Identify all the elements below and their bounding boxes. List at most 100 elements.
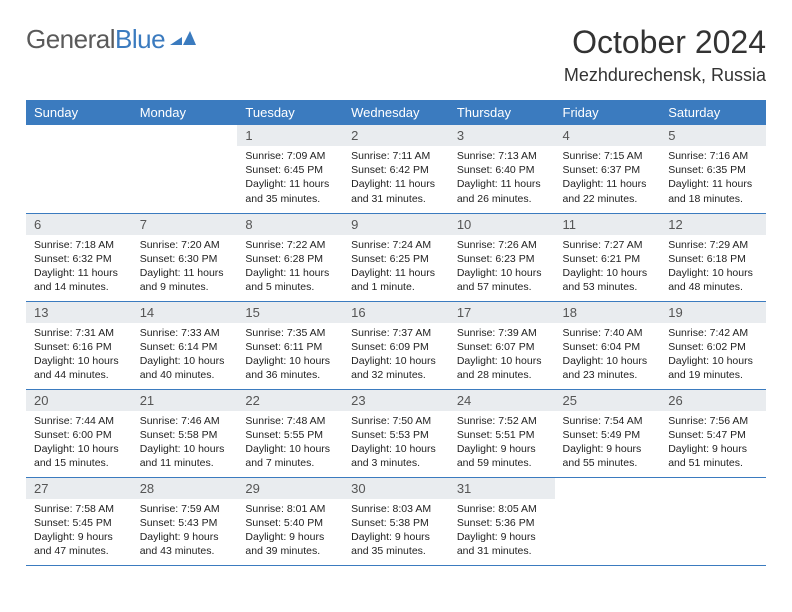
day-details: Sunrise: 7:22 AMSunset: 6:28 PMDaylight:… — [237, 235, 343, 301]
day-details: Sunrise: 7:15 AMSunset: 6:37 PMDaylight:… — [555, 146, 661, 212]
daylight-text: Daylight: 10 hours and 57 minutes. — [457, 266, 547, 294]
day-details: Sunrise: 8:03 AMSunset: 5:38 PMDaylight:… — [343, 499, 449, 565]
sunset-text: Sunset: 5:55 PM — [245, 428, 335, 442]
day-number: 24 — [449, 390, 555, 411]
day-details: Sunrise: 8:05 AMSunset: 5:36 PMDaylight:… — [449, 499, 555, 565]
sunset-text: Sunset: 5:43 PM — [140, 516, 230, 530]
sunset-text: Sunset: 6:02 PM — [668, 340, 758, 354]
sunrise-text: Sunrise: 7:33 AM — [140, 326, 230, 340]
calendar-day-cell: 17Sunrise: 7:39 AMSunset: 6:07 PMDayligh… — [449, 301, 555, 389]
day-number: 20 — [26, 390, 132, 411]
calendar-day-cell: 31Sunrise: 8:05 AMSunset: 5:36 PMDayligh… — [449, 477, 555, 565]
daylight-text: Daylight: 10 hours and 19 minutes. — [668, 354, 758, 382]
calendar-day-cell — [132, 125, 238, 213]
daylight-text: Daylight: 9 hours and 39 minutes. — [245, 530, 335, 558]
sunrise-text: Sunrise: 7:22 AM — [245, 238, 335, 252]
sunrise-text: Sunrise: 7:39 AM — [457, 326, 547, 340]
day-details: Sunrise: 7:35 AMSunset: 6:11 PMDaylight:… — [237, 323, 343, 389]
day-details: Sunrise: 7:44 AMSunset: 6:00 PMDaylight:… — [26, 411, 132, 477]
sunset-text: Sunset: 5:38 PM — [351, 516, 441, 530]
day-details: Sunrise: 7:54 AMSunset: 5:49 PMDaylight:… — [555, 411, 661, 477]
day-details: Sunrise: 7:20 AMSunset: 6:30 PMDaylight:… — [132, 235, 238, 301]
sunset-text: Sunset: 5:40 PM — [245, 516, 335, 530]
header: GeneralBlue October 2024 Mezhdurechensk,… — [26, 24, 766, 86]
sunset-text: Sunset: 6:18 PM — [668, 252, 758, 266]
day-number: 2 — [343, 125, 449, 146]
daylight-text: Daylight: 10 hours and 32 minutes. — [351, 354, 441, 382]
day-number: 27 — [26, 478, 132, 499]
sunset-text: Sunset: 6:21 PM — [563, 252, 653, 266]
brand-mark-icon — [170, 27, 196, 52]
day-number: 31 — [449, 478, 555, 499]
calendar-body: 1Sunrise: 7:09 AMSunset: 6:45 PMDaylight… — [26, 125, 766, 565]
calendar-day-cell: 8Sunrise: 7:22 AMSunset: 6:28 PMDaylight… — [237, 213, 343, 301]
sunrise-text: Sunrise: 7:11 AM — [351, 149, 441, 163]
calendar-day-cell: 11Sunrise: 7:27 AMSunset: 6:21 PMDayligh… — [555, 213, 661, 301]
daylight-text: Daylight: 11 hours and 1 minute. — [351, 266, 441, 294]
day-details: Sunrise: 7:33 AMSunset: 6:14 PMDaylight:… — [132, 323, 238, 389]
weekday-header-row: Sunday Monday Tuesday Wednesday Thursday… — [26, 100, 766, 125]
sunset-text: Sunset: 6:37 PM — [563, 163, 653, 177]
calendar-day-cell: 12Sunrise: 7:29 AMSunset: 6:18 PMDayligh… — [660, 213, 766, 301]
daylight-text: Daylight: 10 hours and 23 minutes. — [563, 354, 653, 382]
day-details: Sunrise: 7:52 AMSunset: 5:51 PMDaylight:… — [449, 411, 555, 477]
sunset-text: Sunset: 6:04 PM — [563, 340, 653, 354]
daylight-text: Daylight: 9 hours and 55 minutes. — [563, 442, 653, 470]
sunset-text: Sunset: 6:32 PM — [34, 252, 124, 266]
daylight-text: Daylight: 11 hours and 26 minutes. — [457, 177, 547, 205]
calendar-day-cell: 1Sunrise: 7:09 AMSunset: 6:45 PMDaylight… — [237, 125, 343, 213]
sunrise-text: Sunrise: 7:27 AM — [563, 238, 653, 252]
sunrise-text: Sunrise: 7:40 AM — [563, 326, 653, 340]
sunrise-text: Sunrise: 8:03 AM — [351, 502, 441, 516]
day-number: 4 — [555, 125, 661, 146]
day-number: 26 — [660, 390, 766, 411]
daylight-text: Daylight: 10 hours and 3 minutes. — [351, 442, 441, 470]
month-title: October 2024 — [564, 24, 766, 61]
daylight-text: Daylight: 9 hours and 43 minutes. — [140, 530, 230, 558]
sunrise-text: Sunrise: 7:24 AM — [351, 238, 441, 252]
calendar-day-cell: 16Sunrise: 7:37 AMSunset: 6:09 PMDayligh… — [343, 301, 449, 389]
day-details: Sunrise: 7:26 AMSunset: 6:23 PMDaylight:… — [449, 235, 555, 301]
day-number: 1 — [237, 125, 343, 146]
sunset-text: Sunset: 5:47 PM — [668, 428, 758, 442]
calendar-week-row: 13Sunrise: 7:31 AMSunset: 6:16 PMDayligh… — [26, 301, 766, 389]
sunset-text: Sunset: 6:42 PM — [351, 163, 441, 177]
day-number: 6 — [26, 214, 132, 235]
day-number: 17 — [449, 302, 555, 323]
sunrise-text: Sunrise: 7:48 AM — [245, 414, 335, 428]
day-details: Sunrise: 7:24 AMSunset: 6:25 PMDaylight:… — [343, 235, 449, 301]
sunrise-text: Sunrise: 7:42 AM — [668, 326, 758, 340]
title-block: October 2024 Mezhdurechensk, Russia — [564, 24, 766, 86]
calendar-day-cell: 2 Sunrise: 7:11 AMSunset: 6:42 PMDaylight… — [343, 125, 449, 213]
weekday-sunday: Sunday — [26, 100, 132, 125]
sunrise-text: Sunrise: 7:09 AM — [245, 149, 335, 163]
daylight-text: Daylight: 9 hours and 35 minutes. — [351, 530, 441, 558]
sunrise-text: Sunrise: 7:15 AM — [563, 149, 653, 163]
calendar-day-cell: 18Sunrise: 7:40 AMSunset: 6:04 PMDayligh… — [555, 301, 661, 389]
calendar-day-cell: 6Sunrise: 7:18 AMSunset: 6:32 PMDaylight… — [26, 213, 132, 301]
sunset-text: Sunset: 6:35 PM — [668, 163, 758, 177]
weekday-saturday: Saturday — [660, 100, 766, 125]
calendar-week-row: 20Sunrise: 7:44 AMSunset: 6:00 PMDayligh… — [26, 389, 766, 477]
sunset-text: Sunset: 6:16 PM — [34, 340, 124, 354]
calendar-day-cell: 19Sunrise: 7:42 AMSunset: 6:02 PMDayligh… — [660, 301, 766, 389]
weekday-wednesday: Wednesday — [343, 100, 449, 125]
daylight-text: Daylight: 11 hours and 31 minutes. — [351, 177, 441, 205]
calendar-day-cell — [26, 125, 132, 213]
daylight-text: Daylight: 10 hours and 40 minutes. — [140, 354, 230, 382]
weekday-thursday: Thursday — [449, 100, 555, 125]
day-details: Sunrise: 7:29 AMSunset: 6:18 PMDaylight:… — [660, 235, 766, 301]
sunset-text: Sunset: 6:23 PM — [457, 252, 547, 266]
sunset-text: Sunset: 6:30 PM — [140, 252, 230, 266]
sunset-text: Sunset: 5:51 PM — [457, 428, 547, 442]
daylight-text: Daylight: 11 hours and 5 minutes. — [245, 266, 335, 294]
sunset-text: Sunset: 5:58 PM — [140, 428, 230, 442]
day-number: 13 — [26, 302, 132, 323]
daylight-text: Daylight: 11 hours and 35 minutes. — [245, 177, 335, 205]
calendar-day-cell: 10Sunrise: 7:26 AMSunset: 6:23 PMDayligh… — [449, 213, 555, 301]
day-details: Sunrise: 7:18 AMSunset: 6:32 PMDaylight:… — [26, 235, 132, 301]
calendar-day-cell: 27Sunrise: 7:58 AMSunset: 5:45 PMDayligh… — [26, 477, 132, 565]
day-number: 25 — [555, 390, 661, 411]
day-details: Sunrise: 7:58 AMSunset: 5:45 PMDaylight:… — [26, 499, 132, 565]
weekday-tuesday: Tuesday — [237, 100, 343, 125]
